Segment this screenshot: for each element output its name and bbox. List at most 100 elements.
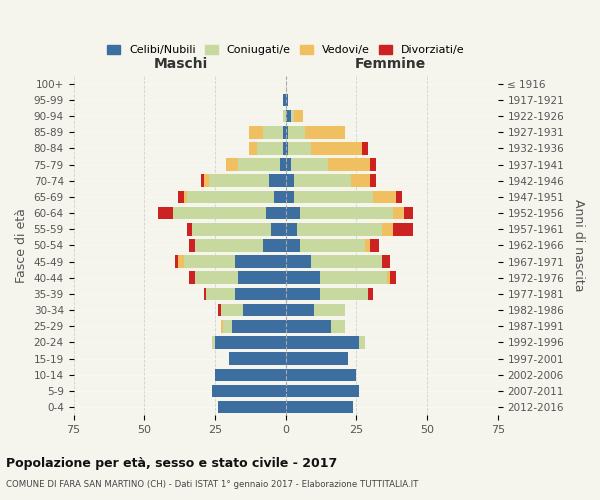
Bar [359,336,365,349]
Bar [184,256,235,268]
Bar [286,174,294,187]
Y-axis label: Fasce di età: Fasce di età [15,208,28,283]
Bar [184,190,187,203]
Bar [223,320,232,332]
Bar [362,142,368,154]
Bar [286,272,320,284]
Legend: Celibi/Nubili, Coniugati/e, Vedovi/e, Divorziati/e: Celibi/Nubili, Coniugati/e, Vedovi/e, Di… [103,40,469,60]
Bar [283,126,286,138]
Bar [314,304,345,316]
Bar [286,94,289,106]
Bar [190,272,195,284]
Bar [300,239,365,252]
Bar [370,239,379,252]
Bar [280,158,286,171]
Bar [294,174,350,187]
Bar [187,190,274,203]
Bar [274,190,286,203]
Bar [218,304,221,316]
Bar [286,368,356,381]
Bar [203,288,206,300]
Bar [286,336,359,349]
Bar [238,158,280,171]
Bar [212,384,286,398]
Bar [373,190,396,203]
Bar [235,288,286,300]
Bar [393,207,404,220]
Bar [173,207,266,220]
Bar [300,207,393,220]
Bar [311,256,382,268]
Bar [266,207,286,220]
Bar [203,174,209,187]
Bar [271,223,286,235]
Bar [212,336,215,349]
Bar [283,94,286,106]
Bar [390,272,396,284]
Bar [289,126,305,138]
Bar [286,223,297,235]
Bar [286,320,331,332]
Bar [291,110,294,122]
Bar [269,174,286,187]
Bar [249,142,257,154]
Bar [218,401,286,413]
Bar [195,272,238,284]
Bar [388,272,390,284]
Bar [286,256,311,268]
Bar [257,142,283,154]
Bar [195,239,263,252]
Bar [226,158,238,171]
Bar [192,223,271,235]
Bar [286,158,291,171]
Text: Popolazione per età, sesso e stato civile - 2017: Popolazione per età, sesso e stato civil… [6,458,337,470]
Bar [286,384,359,398]
Bar [190,239,195,252]
Bar [235,256,286,268]
Bar [370,174,376,187]
Bar [370,158,376,171]
Bar [365,239,370,252]
Bar [368,288,373,300]
Text: Femmine: Femmine [355,57,426,71]
Text: COMUNE DI FARA SAN MARTINO (CH) - Dati ISTAT 1° gennaio 2017 - Elaborazione TUTT: COMUNE DI FARA SAN MARTINO (CH) - Dati I… [6,480,418,489]
Bar [209,174,269,187]
Bar [286,288,320,300]
Bar [305,126,345,138]
Bar [286,304,314,316]
Bar [249,126,263,138]
Bar [328,158,370,171]
Bar [229,352,286,365]
Bar [286,207,300,220]
Bar [215,336,286,349]
Bar [283,142,286,154]
Bar [206,288,235,300]
Bar [232,320,286,332]
Bar [283,110,286,122]
Bar [320,272,388,284]
Bar [286,142,289,154]
Bar [286,110,291,122]
Bar [201,174,203,187]
Bar [158,207,173,220]
Bar [294,110,302,122]
Bar [286,190,294,203]
Bar [393,223,413,235]
Bar [178,256,184,268]
Bar [286,239,300,252]
Bar [350,174,370,187]
Bar [243,304,286,316]
Bar [311,142,362,154]
Bar [382,256,390,268]
Bar [404,207,413,220]
Bar [294,190,373,203]
Bar [286,352,348,365]
Bar [286,401,353,413]
Bar [286,126,289,138]
Bar [382,223,393,235]
Bar [238,272,286,284]
Bar [297,223,382,235]
Bar [263,126,283,138]
Bar [221,320,223,332]
Bar [320,288,368,300]
